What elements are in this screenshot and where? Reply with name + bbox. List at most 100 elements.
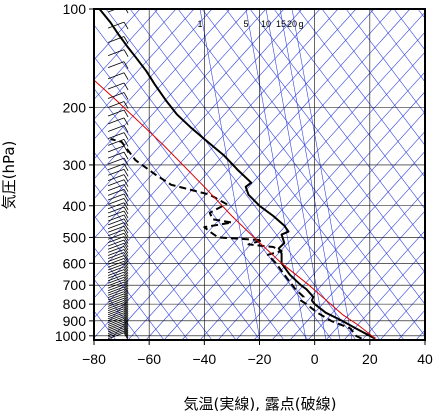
adiabat-line (163, 51, 425, 340)
wind-barb-flag (123, 274, 129, 282)
wind-barb-flag (123, 202, 129, 210)
mixing-ratio-label: 10 (261, 19, 271, 29)
wind-barb (107, 332, 125, 340)
x-tick-label: −60 (137, 351, 161, 367)
y-tick-label: 500 (63, 229, 87, 245)
y-tick-label: 900 (63, 313, 87, 329)
y-tick-label: 600 (63, 255, 87, 271)
wind-barb-flag (123, 21, 129, 30)
wind-barb-flag (123, 117, 129, 126)
wind-barb (107, 218, 125, 226)
parcel-line (94, 79, 376, 339)
wind-barb-flag (123, 139, 129, 147)
adiabat-line (235, 131, 425, 340)
x-axis-title: 気温(実線), 露点(破線) (184, 395, 337, 412)
wind-barb (107, 179, 125, 187)
temperature-line (98, 9, 376, 340)
wind-barb-flag (123, 36, 129, 44)
wind-barbs (107, 9, 129, 340)
wind-barb-flag (123, 330, 129, 339)
wind-barb-flag (123, 308, 129, 316)
wind-barb-flag (123, 189, 129, 197)
wind-barb-flag (123, 49, 129, 57)
wind-barb (107, 302, 125, 309)
wind-barb (107, 214, 125, 222)
wind-barb-flag (123, 329, 129, 337)
wind-barb-flag (123, 249, 129, 257)
wind-barb (107, 174, 125, 181)
wind-barb-flag (123, 284, 129, 292)
wind-barb (107, 117, 125, 125)
wind-barb (107, 325, 125, 333)
wind-barb (107, 229, 125, 237)
wind-barb (107, 291, 125, 298)
wind-barb (107, 269, 125, 276)
wind-barb (107, 328, 125, 336)
wind-barb (107, 318, 125, 325)
wind-barb-flag (123, 193, 129, 202)
wind-barb-flag (123, 322, 129, 330)
wind-barb (107, 258, 125, 265)
wind-barb-flag (123, 82, 129, 91)
mixing-ratio-line (199, 9, 261, 340)
wind-barb-flag (123, 222, 129, 230)
wind-barb-flag (123, 323, 129, 332)
adiabat-line (289, 190, 425, 340)
wind-barb (107, 312, 125, 320)
wind-barb-flag (123, 261, 129, 269)
wind-barb (107, 151, 125, 159)
wind-barb (107, 274, 125, 282)
mixing-ratio-labels: 1 5 10 15 20 g (197, 19, 303, 29)
y-axis-title: 気圧(hPa) (0, 141, 18, 210)
y-tick-label: 1000 (55, 328, 86, 344)
wind-barb-flag (123, 291, 129, 299)
adiabat-line (94, 24, 333, 340)
wind-barb (107, 286, 125, 294)
wind-barb (107, 249, 125, 256)
wind-barb-flag (123, 293, 129, 302)
wind-barb-flag (123, 72, 129, 80)
wind-barb (107, 188, 125, 196)
wind-barb (107, 263, 125, 271)
wind-barb-flag (123, 151, 129, 160)
wind-barb-flag (123, 229, 129, 238)
x-tick-label: −40 (192, 351, 216, 367)
adiabat-line (181, 71, 425, 340)
wind-barb (107, 49, 125, 57)
mixing-ratio-label: 20 (287, 19, 297, 29)
adiabat-line (369, 9, 425, 83)
wind-barb (107, 314, 125, 322)
wind-barb-flag (123, 214, 129, 223)
wind-barb-flag (123, 258, 129, 266)
adiabat-line (94, 9, 231, 160)
wind-barb (107, 222, 125, 229)
mixing-ratio-label: g (298, 19, 303, 29)
mixing-ratio-line (279, 9, 341, 340)
wind-barb (107, 145, 125, 153)
wind-barb-flag (123, 239, 129, 248)
wind-barb-flag (123, 236, 129, 244)
adiabat-line (321, 9, 425, 146)
wind-barb (107, 306, 125, 314)
y-tick-label: 400 (63, 198, 87, 214)
wind-barb-flag (123, 255, 129, 263)
wind-barb (107, 310, 125, 318)
wind-barb-flag (123, 174, 129, 182)
adiabat-line (94, 9, 339, 279)
mixing-ratio-line (291, 9, 353, 340)
wind-barb-flag (123, 281, 129, 290)
wind-barb-flag (123, 279, 129, 287)
y-tick-label: 700 (63, 277, 87, 293)
wind-barb (107, 125, 125, 132)
wind-barb-flag (123, 312, 129, 320)
wind-barb-flag (123, 184, 129, 192)
x-tick-label: −20 (248, 351, 272, 367)
adiabat-line (249, 9, 425, 242)
wind-barb-flag (123, 206, 129, 215)
wind-barb (107, 308, 125, 316)
wind-barb-flag (123, 300, 129, 308)
wind-barb-flag (123, 145, 129, 154)
wind-barb-flag (123, 125, 129, 133)
wind-barb-flag (123, 179, 129, 187)
